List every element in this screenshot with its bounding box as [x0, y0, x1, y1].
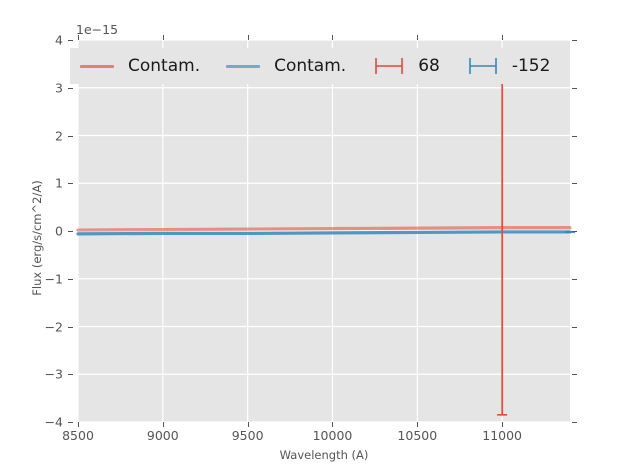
- legend-entry[interactable]: -152: [466, 56, 551, 76]
- legend-entry[interactable]: Contam.: [80, 56, 200, 76]
- x-tick-mark-top: [78, 35, 79, 40]
- y-tick-mark-right: [572, 40, 577, 41]
- plot-area: [76, 39, 575, 423]
- y-tick-label: −2: [44, 319, 63, 334]
- y-tick-mark: [68, 183, 73, 185]
- y-tick-mark: [68, 278, 73, 280]
- y-tick-mark-right: [572, 135, 577, 137]
- data-series-layer: [76, 79, 575, 416]
- x-axis-label: Wavelength (A): [279, 448, 369, 462]
- x-tick-label: 9500: [231, 428, 264, 443]
- data-line-348abd: [76, 230, 572, 236]
- y-tick-mark-right: [572, 87, 577, 89]
- x-tick-label: 11000: [482, 428, 523, 443]
- legend-label: -152: [511, 56, 551, 76]
- y-tick-mark: [68, 135, 73, 137]
- x-tick-mark: [417, 422, 419, 427]
- x-tick-mark-top: [332, 35, 334, 40]
- y-tick-label: −1: [44, 271, 63, 287]
- y-tick-mark: [68, 326, 73, 328]
- x-tick-mark-top: [502, 35, 504, 40]
- legend-entry[interactable]: Contam.: [226, 56, 346, 76]
- x-tick-mark: [162, 422, 164, 427]
- data-line-e24a33: [76, 226, 572, 232]
- x-tick-mark-top: [162, 35, 164, 40]
- x-tick-label: 9000: [146, 428, 179, 443]
- x-tick-label: 10500: [397, 428, 438, 443]
- y-tick-label: −3: [44, 366, 63, 382]
- y-tick-mark: [68, 374, 73, 376]
- legend-errorbar-icon: [375, 58, 403, 74]
- legend-label: 68: [418, 56, 440, 76]
- x-tick-mark-top: [417, 35, 419, 40]
- y-tick-mark-right: [572, 326, 577, 328]
- legend-line-swatch: [226, 64, 261, 68]
- y-tick-mark-right: [572, 278, 577, 280]
- legend-entry[interactable]: 68: [372, 56, 440, 76]
- y-tick-label: 1: [55, 175, 63, 191]
- legend-errorbar-icon: [469, 58, 497, 74]
- y-axis-offset-text: 1e−15: [76, 22, 119, 37]
- x-tick-mark-top: [247, 35, 249, 40]
- x-tick-mark: [332, 422, 334, 427]
- y-tick-label: −4: [44, 414, 63, 430]
- x-tick-mark: [78, 422, 79, 427]
- x-axis-tick-labels: 8500 9000 9500 10000 10500 11000: [62, 428, 570, 446]
- legend-line-swatch: [80, 64, 114, 68]
- y-tick-mark-right: [572, 374, 577, 376]
- y-tick-mark: [68, 231, 73, 232]
- y-tick-mark: [68, 422, 73, 423]
- y-tick-label: 2: [55, 128, 63, 143]
- y-tick-label: 0: [55, 223, 63, 239]
- legend-label: Contam.: [128, 56, 201, 76]
- y-tick-mark: [68, 87, 73, 89]
- x-tick-mark: [247, 422, 249, 427]
- legend-label: Contam.: [274, 56, 347, 76]
- x-tick-mark: [502, 422, 504, 427]
- x-tick-label: 8500: [62, 428, 94, 443]
- chart-legend: Contam. Contam. 68 -152: [70, 48, 561, 84]
- y-tick-label: 4: [55, 32, 63, 48]
- y-tick-mark-right: [572, 231, 577, 232]
- y-tick-mark-right: [572, 422, 577, 423]
- y-tick-mark-right: [572, 183, 577, 185]
- x-tick-label: 10000: [312, 428, 353, 443]
- y-tick-mark: [68, 40, 73, 41]
- y-tick-label: 3: [55, 80, 63, 96]
- y-axis-label: Flux (erg/s/cm^2/A): [30, 180, 44, 296]
- y-axis-tick-labels: −4 −3 −2 −1 0 1 2 3 4: [0, 33, 63, 430]
- plot-canvas: [76, 39, 575, 423]
